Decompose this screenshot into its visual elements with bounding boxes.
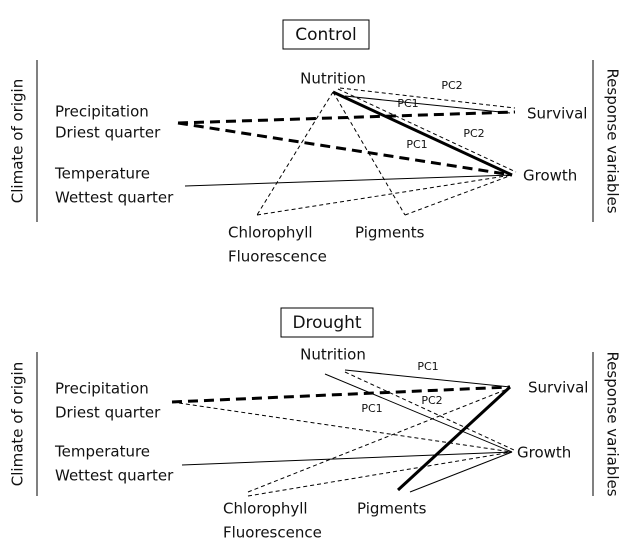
node-label: Temperature — [54, 165, 150, 183]
edge — [181, 451, 513, 466]
edge — [332, 90, 513, 177]
edge-label: PC1 — [397, 97, 418, 110]
edge — [324, 373, 513, 453]
edge-label: PC2 — [463, 127, 484, 140]
edge — [404, 174, 513, 216]
side-label: Response variables — [604, 68, 622, 213]
edge-label: PC1 — [406, 138, 427, 151]
node-label: Growth — [517, 444, 571, 462]
node-label: Pigments — [355, 224, 425, 242]
title-box — [282, 19, 370, 50]
edge — [344, 369, 511, 388]
edge — [337, 88, 517, 173]
node-label: Growth — [523, 167, 577, 185]
drought-panel: Drought Nutrition Survival Growth Precip… — [9, 307, 622, 542]
node-label: Nutrition — [300, 70, 366, 88]
title-box — [280, 307, 374, 338]
node-label: Temperature — [54, 443, 150, 461]
edge — [247, 387, 511, 493]
node-label: Driest quarter — [55, 404, 161, 422]
node-label: Fluorescence — [228, 248, 327, 266]
panel-title: Drought — [292, 313, 361, 333]
edge-label: PC1 — [361, 402, 382, 415]
node-label: Wettest quarter — [55, 467, 174, 485]
edge — [171, 385, 511, 404]
node-label: Pigments — [357, 500, 427, 518]
edge — [171, 401, 513, 453]
control-panel: Control Nutrition Survival Growth Precip… — [9, 19, 622, 266]
edge-label: PC2 — [441, 79, 462, 92]
edge — [256, 174, 513, 216]
edge — [344, 95, 511, 114]
edge — [177, 121, 513, 177]
edge — [396, 385, 512, 492]
node-label: Fluorescence — [223, 524, 322, 542]
edge-label: PC2 — [421, 394, 442, 407]
node-label: Nutrition — [300, 346, 366, 364]
node-label: Precipitation — [55, 380, 149, 398]
node-label: Chlorophyll — [228, 224, 313, 242]
edge — [339, 87, 516, 109]
side-label: Climate of origin — [9, 79, 27, 203]
edge — [177, 110, 516, 125]
edge — [344, 371, 515, 451]
edge-label: PC1 — [417, 360, 438, 373]
edge — [409, 451, 513, 493]
edge — [184, 174, 513, 187]
edge — [332, 91, 406, 216]
panel-title: Control — [295, 25, 356, 45]
node-label: Precipitation — [55, 103, 149, 121]
side-label: Climate of origin — [9, 362, 27, 486]
node-label: Survival — [527, 105, 587, 123]
edge — [247, 451, 513, 497]
node-label: Wettest quarter — [55, 189, 174, 207]
node-label: Chlorophyll — [223, 500, 308, 518]
node-label: Driest quarter — [55, 124, 161, 142]
node-label: Survival — [528, 379, 588, 397]
edge — [256, 91, 334, 216]
side-label: Response variables — [604, 351, 622, 496]
